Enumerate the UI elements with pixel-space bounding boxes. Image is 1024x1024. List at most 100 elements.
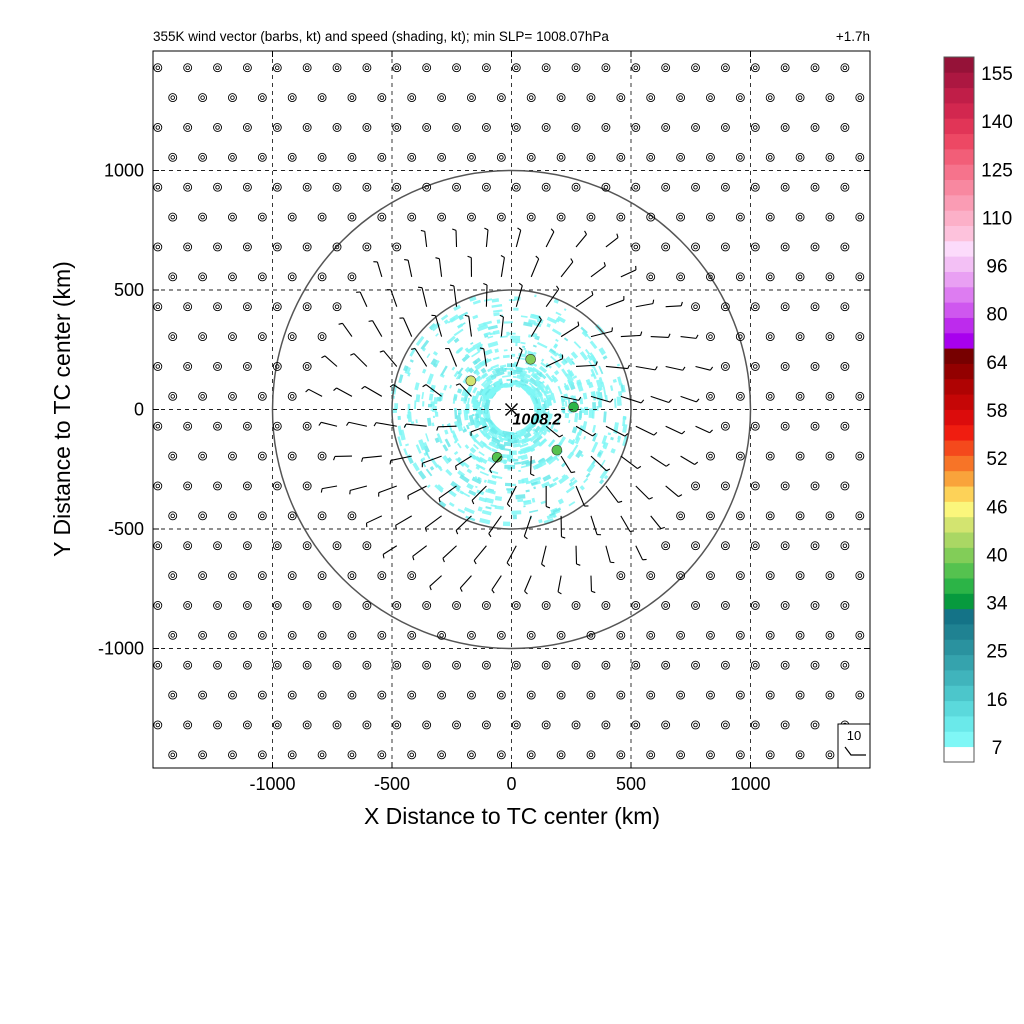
shading-patch — [482, 393, 487, 398]
calm-symbol — [526, 630, 536, 640]
calm-symbol — [720, 541, 730, 551]
shading-patch — [546, 513, 556, 520]
y-tick-label: 0 — [134, 400, 144, 420]
shading-patch — [597, 451, 602, 457]
colorbar-swatch — [944, 547, 974, 564]
shading-patch — [456, 422, 464, 432]
calm-symbol — [347, 272, 357, 282]
x-tick-label: 0 — [506, 774, 516, 794]
calm-symbol — [287, 511, 297, 521]
shading-patch — [566, 451, 575, 460]
shading-patch — [528, 421, 533, 426]
shading-patch — [538, 380, 542, 384]
shading-patch — [471, 395, 477, 405]
shading-patch — [456, 456, 462, 462]
shading-patch — [504, 464, 516, 470]
calm-symbol — [332, 720, 342, 730]
shading-patch — [524, 439, 530, 444]
calm-symbol — [377, 93, 387, 103]
calm-symbol — [198, 571, 208, 581]
shading-patch — [456, 323, 464, 329]
calm-symbol — [765, 212, 775, 222]
shading-patch — [449, 384, 453, 389]
colorbar-swatch — [944, 317, 974, 334]
shading-patch — [533, 321, 542, 328]
calm-symbol — [765, 391, 775, 401]
calm-symbol — [437, 212, 447, 222]
shading-patch — [598, 347, 606, 356]
shading-patch — [481, 387, 488, 395]
wind-barb — [590, 262, 606, 278]
shading-patch — [583, 477, 589, 484]
shading-patch — [397, 425, 403, 436]
shading-patch — [522, 345, 526, 349]
calm-symbol — [810, 362, 820, 371]
shading-patch — [490, 376, 496, 381]
calm-symbol — [706, 272, 715, 282]
y-axis-label: Y Distance to TC center (km) — [49, 261, 75, 557]
calm-symbol — [571, 123, 581, 132]
calm-symbol — [706, 93, 715, 103]
shading-patch — [546, 323, 551, 328]
calm-symbol — [496, 750, 506, 760]
colorbar-swatch — [944, 486, 974, 502]
calm-symbol — [526, 152, 536, 162]
wind-barb — [590, 395, 614, 403]
calm-symbol — [317, 750, 327, 760]
calm-symbol — [198, 152, 208, 162]
wind-barb — [471, 485, 487, 505]
calm-symbol — [168, 750, 178, 760]
shading-patch — [561, 474, 566, 479]
shading-patch — [462, 428, 468, 433]
shading-patch — [481, 372, 489, 379]
shading-patch — [538, 365, 548, 374]
calm-symbol — [810, 182, 820, 192]
shading-patch — [520, 459, 530, 466]
wind-barb — [635, 485, 653, 500]
calm-symbol — [302, 481, 312, 491]
shading-patch — [392, 408, 397, 413]
calm-symbol — [511, 720, 521, 730]
y-tick-label: 500 — [114, 280, 144, 300]
wind-barb — [620, 515, 635, 533]
calm-symbol — [257, 272, 267, 282]
shading-patch — [570, 395, 574, 399]
calm-symbol — [496, 630, 506, 640]
wind-barb — [605, 296, 625, 308]
shading-patch — [474, 485, 478, 489]
calm-symbol — [437, 152, 447, 162]
shading-patch — [569, 477, 576, 483]
wind-barb — [545, 354, 564, 367]
calm-symbol — [750, 242, 760, 252]
shading-patch — [494, 370, 505, 378]
shading-patch — [530, 481, 538, 486]
shading-patch — [517, 450, 522, 454]
colorbar-swatch — [944, 225, 974, 242]
calm-symbol — [422, 601, 432, 610]
calm-symbol — [287, 152, 297, 162]
range-rings — [271, 169, 752, 650]
shading-patch — [592, 435, 597, 442]
shading-patch — [591, 364, 599, 376]
shading-patch — [478, 322, 487, 328]
calm-symbol — [706, 152, 715, 162]
shading-patch — [534, 425, 541, 433]
colorbar-swatch — [944, 256, 974, 272]
shading-patch — [512, 375, 517, 378]
shading-patch — [482, 378, 493, 389]
shading-patch — [566, 387, 570, 391]
shading-patch — [563, 337, 569, 342]
calm-symbol — [302, 302, 312, 312]
calm-symbol — [765, 93, 775, 103]
calm-symbol — [317, 690, 327, 700]
shading-patch — [527, 334, 532, 338]
shading-patch — [508, 299, 516, 301]
calm-symbol — [168, 93, 178, 103]
shading-patch — [472, 341, 483, 350]
calm-symbol — [691, 302, 700, 312]
shading-hotspot — [551, 444, 563, 456]
calm-symbol — [765, 451, 775, 461]
shading-patch — [441, 424, 445, 428]
calm-symbol — [840, 481, 850, 491]
calm-symbol — [228, 571, 237, 581]
